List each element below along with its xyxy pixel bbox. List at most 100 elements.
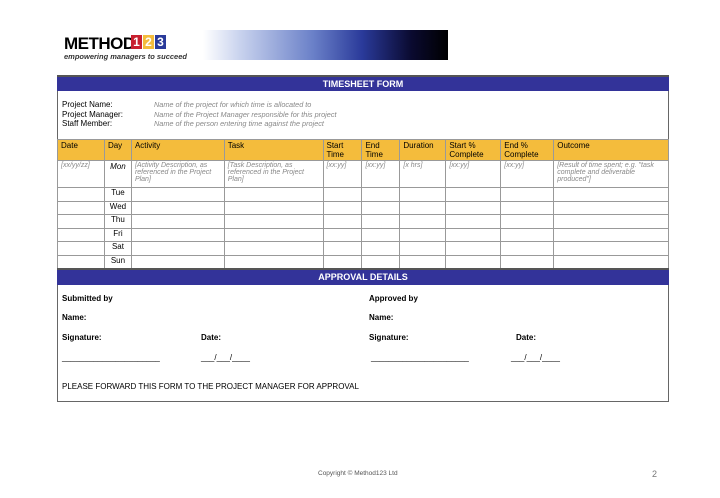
logo: METHOD [64,34,135,53]
field-project-manager-hint[interactable]: Name of the Project Manager responsible … [154,109,337,119]
header-banner-image [203,30,448,60]
entry-cell[interactable] [57,254,105,269]
entry-cell[interactable] [500,187,555,202]
entry-cell[interactable] [445,254,502,269]
placeholder-cell[interactable]: [xx/yy/zz] [57,160,105,188]
placeholder-cell[interactable]: [xx:yy] [361,160,401,188]
entry-cell[interactable] [130,200,225,215]
entry-cell[interactable] [500,227,555,242]
entry-cell[interactable] [445,187,502,202]
entry-cell[interactable] [322,241,363,256]
entry-cell[interactable] [322,200,363,215]
entry-cell[interactable] [223,200,324,215]
day-cell: Thu [103,214,132,229]
table-row: Fri [57,227,669,242]
day-cell: Sat [103,241,132,256]
approver-name-label: Name: [369,313,394,322]
table-row: Sat [57,241,669,256]
submitter-name-label: Name: [62,313,87,322]
entry-cell[interactable] [223,254,324,269]
field-project-name-hint[interactable]: Name of the project for which time is al… [154,100,312,109]
entry-cell[interactable] [361,187,401,202]
approver-date-label: Date: [516,333,537,342]
placeholder-cell[interactable]: [Task Description, as referenced in the … [223,160,324,188]
table-row: Thu [57,214,669,229]
entry-cell[interactable] [553,227,669,242]
placeholder-cell[interactable]: [xx:yy] [500,160,555,188]
placeholder-cell[interactable]: [xx:yy] [322,160,363,188]
entry-cell[interactable] [223,241,324,256]
day-cell: Fri [103,227,132,242]
entry-cell[interactable] [553,214,669,229]
submitter-signature-label: Signature: [62,333,102,342]
entry-cell[interactable] [57,214,105,229]
placeholder-cell[interactable]: [Activity Description, as referenced in … [130,160,225,188]
entry-cell[interactable] [130,187,225,202]
entry-cell[interactable] [57,227,105,242]
entry-cell[interactable] [399,214,447,229]
entry-cell[interactable] [130,241,225,256]
column-header: Start Time [322,139,363,161]
approver-date-line[interactable]: ___/___/____ [511,353,560,362]
entry-cell[interactable] [223,187,324,202]
placeholder-cell[interactable]: [Result of time spent; e.g. "task comple… [553,160,669,188]
approver-signature-label: Signature: [369,333,409,342]
day-cell: Mon [103,160,132,188]
entry-cell[interactable] [223,227,324,242]
entry-cell[interactable] [553,200,669,215]
entry-cell[interactable] [500,254,555,269]
entry-cell[interactable] [553,254,669,269]
logo-digit-2: 2 [143,35,154,49]
project-info: Project Name: Project Manager: Staff Mem… [62,100,123,129]
entry-cell[interactable] [57,200,105,215]
entry-cell[interactable] [500,241,555,256]
timesheet-table: Date Day Activity Task Start Time End Time Dur… [57,139,669,269]
entry-cell[interactable] [553,187,669,202]
entry-cell[interactable] [361,227,401,242]
submitter-date-line[interactable]: ___/___/____ [201,353,250,362]
entry-cell[interactable] [130,214,225,229]
column-header: Day [103,139,132,161]
field-staff-member-hint[interactable]: Name of the person entering time against… [154,119,324,128]
placeholder-cell[interactable]: [x hrs] [399,160,447,188]
entry-cell[interactable] [500,214,555,229]
approver-signature-line[interactable]: ______________________ [371,353,469,362]
entry-cell[interactable] [322,227,363,242]
submitter-signature-line[interactable]: ______________________ [62,353,160,362]
entry-cell[interactable] [399,254,447,269]
entry-cell[interactable] [445,200,502,215]
logo-digit-3: 3 [155,35,166,49]
entry-cell[interactable] [500,200,555,215]
entry-cell[interactable] [361,241,401,256]
entry-cell[interactable] [399,227,447,242]
entry-cell[interactable] [445,214,502,229]
column-header: Date [57,139,105,161]
column-header: End % Complete [500,139,555,161]
entry-cell[interactable] [445,241,502,256]
entry-cell[interactable] [361,254,401,269]
submitted-by-label: Submitted by [62,294,113,303]
column-header: Task [223,139,324,161]
entry-cell[interactable] [322,187,363,202]
entry-cell[interactable] [130,227,225,242]
entry-cell[interactable] [399,241,447,256]
table-row: Tue [57,187,669,202]
field-project-manager-label: Project Manager: [62,109,123,119]
entry-cell[interactable] [399,200,447,215]
entry-cell[interactable] [553,241,669,256]
logo-tagline: empowering managers to succeed [64,52,187,61]
entry-cell[interactable] [322,214,363,229]
entry-cell[interactable] [130,254,225,269]
entry-cell[interactable] [223,214,324,229]
entry-cell[interactable] [361,200,401,215]
entry-cell[interactable] [57,241,105,256]
column-header: Outcome [553,139,669,161]
entry-cell[interactable] [445,227,502,242]
placeholder-cell[interactable]: [xx:yy] [445,160,502,188]
entry-cell[interactable] [399,187,447,202]
entry-cell[interactable] [322,254,363,269]
entry-cell[interactable] [57,187,105,202]
table-row: Sun [57,254,669,269]
submitter-date-label: Date: [201,333,222,342]
entry-cell[interactable] [361,214,401,229]
